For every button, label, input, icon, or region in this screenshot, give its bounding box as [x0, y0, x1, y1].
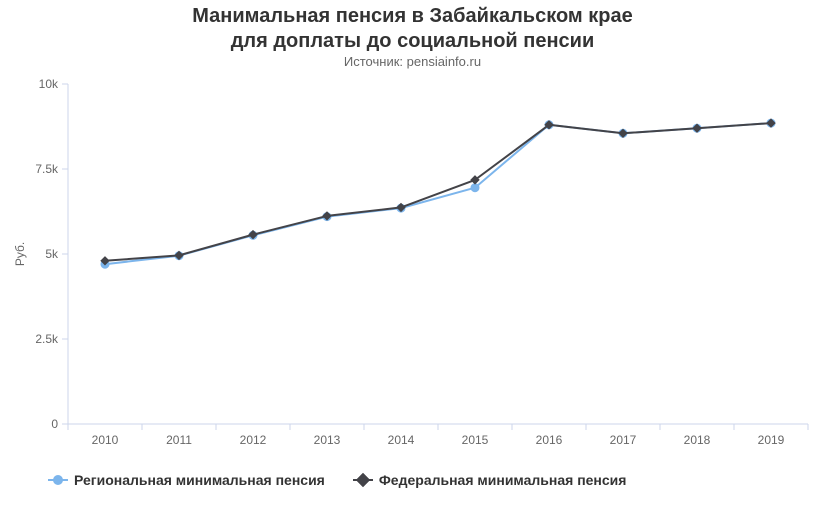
chart-legend: Региональная минимальная пенсия Федеральн…	[48, 472, 626, 488]
y-tick-label: 0	[51, 417, 58, 431]
y-tick-label: 10k	[39, 77, 59, 91]
y-tick-label: 2.5k	[35, 332, 59, 346]
chart-title-line2: для доплаты до социальной пенсии	[231, 30, 595, 52]
x-tick-label: 2017	[610, 433, 637, 447]
x-tick-label: 2012	[240, 433, 267, 447]
legend-swatch	[353, 473, 373, 487]
legend-item[interactable]: Региональная минимальная пенсия	[48, 472, 325, 488]
x-tick-label: 2013	[314, 433, 341, 447]
legend-swatch	[48, 473, 68, 487]
x-tick-label: 2014	[388, 433, 415, 447]
legend-item[interactable]: Федеральная минимальная пенсия	[353, 472, 627, 488]
x-tick-label: 2010	[92, 433, 119, 447]
x-tick-label: 2018	[684, 433, 711, 447]
legend-label: Региональная минимальная пенсия	[74, 472, 325, 488]
legend-label: Федеральная минимальная пенсия	[379, 472, 627, 488]
chart-plot: 0 2.5k 5k 7.5k 10k Руб. 2010 2011 2012 2013 2014 20…	[0, 69, 825, 519]
chart-title-line1: Манимальная пенсия в Забайкальском крае	[192, 5, 632, 27]
x-tick-label: 2016	[536, 433, 563, 447]
y-tick-label: 5k	[45, 247, 59, 261]
y-axis-label: Руб.	[13, 242, 27, 266]
x-tick-label: 2019	[758, 433, 785, 447]
series-line	[105, 123, 771, 261]
chart-subtitle: Источник: pensiainfo.ru	[0, 54, 825, 69]
y-tick-label: 7.5k	[35, 162, 59, 176]
x-tick-label: 2011	[166, 433, 192, 447]
chart-container: Манимальная пенсия в Забайкальском крае …	[0, 0, 825, 510]
x-tick-label: 2015	[462, 433, 489, 447]
series-marker	[471, 184, 479, 192]
chart-title: Манимальная пенсия в Забайкальском крае …	[0, 0, 825, 54]
